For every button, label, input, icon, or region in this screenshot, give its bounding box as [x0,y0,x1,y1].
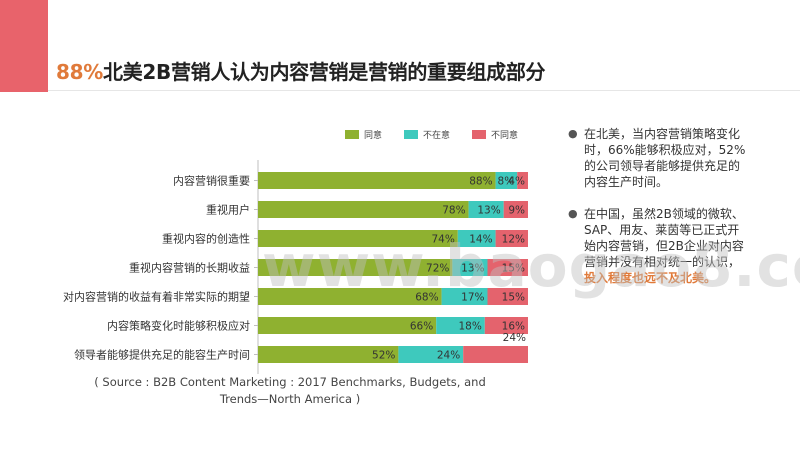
data-label: 14% [469,234,492,246]
bar-neutral [452,259,488,276]
note-emphasis: 投入程度也远不及北美。 [584,271,717,285]
title-highlight: 88% [56,60,103,84]
data-label: 74% [431,234,454,246]
category-label: 重视用户 [206,203,250,217]
bar-disagree [495,230,528,247]
data-label: 16% [502,321,525,333]
legend-item-agree: 同意 [345,128,382,141]
bar-neutral [441,288,488,305]
data-label: 78% [442,205,465,217]
bar-agree [258,288,442,305]
data-label: 24% [503,332,526,344]
bar-neutral [495,172,518,189]
data-label: 12% [502,234,525,246]
legend-label-agree: 同意 [364,131,383,141]
category-label: 内容策略变化时能够积极应对 [107,319,250,333]
legend-label-disagree: 不同意 [491,131,519,141]
stacked-bar-chart: 内容营销很重要 88% 8%4% 重视用户 78% 13% 9% 重视内容的创造性 74% 14%… [63,160,528,374]
chart-legend: 同意 不在意 不同意 [345,128,518,141]
data-label: 24% [437,350,460,362]
data-label: 68% [415,292,438,304]
note-china: ● 在中国，虽然2B领域的微软、SAP、用友、莱茵等已正式开始内容营销，但2B企… [568,206,746,286]
bullet-icon: ● [568,127,578,140]
data-label: 18% [458,321,481,333]
data-label: 17% [461,292,484,304]
source-citation: ( Source : B2B Content Marketing : 2017 … [50,374,530,408]
source-line-2: Trends—North America ) [219,392,361,406]
accent-block [0,0,48,92]
bar-agree [258,317,437,334]
bar-disagree [503,201,528,218]
bar-agree [258,346,399,363]
legend-swatch-neutral [404,130,419,139]
data-label: 4% [508,176,525,188]
notes-panel: ● 在北美，当内容营销策略变化时，66%能够积极应对，52%的公司领导者能够提供… [568,126,746,302]
source-line-1: ( Source : B2B Content Marketing : 2017 … [94,375,486,389]
category-label: 重视内容的创造性 [162,232,250,246]
bar-neutral [436,317,485,334]
data-label: 15% [502,263,525,275]
category-label: 对内容营销的收益有着非常实际的期望 [63,290,250,304]
legend-swatch-disagree [472,130,487,139]
bar-neutral [468,201,504,218]
note-text: 在北美，当内容营销策略变化时，66%能够积极应对，52%的公司领导者能够提供充足… [584,127,746,189]
bar-disagree [463,346,528,363]
bar-neutral [398,346,464,363]
bar-agree [258,230,458,247]
category-label: 重视内容营销的长期收益 [129,261,250,275]
legend-label-neutral: 不在意 [423,131,451,141]
bar-disagree [487,288,528,305]
title-divider [48,90,800,91]
bar-agree [258,259,453,276]
page-title: 88%北美2B营销人认为内容营销是营销的重要组成部分 [56,56,546,85]
bar-disagree [487,259,528,276]
data-label: 66% [410,321,433,333]
data-label: 13% [461,263,484,275]
watermark: www.baogao8.com [262,232,800,300]
data-label: 15% [502,292,525,304]
data-label: 9% [508,205,525,217]
legend-item-disagree: 不同意 [472,128,518,141]
bar-agree [258,172,496,189]
data-label: 13% [477,205,500,217]
bar-disagree [484,317,528,334]
bar-disagree [517,172,528,189]
category-label: 领导者能够提供充足的能容生产时间 [74,348,250,362]
title-text: 北美2B营销人认为内容营销是营销的重要组成部分 [102,60,546,84]
category-label: 内容营销很重要 [173,174,250,188]
data-label: 72% [426,263,449,275]
legend-item-neutral: 不在意 [404,128,450,141]
data-label: 88% [469,176,492,188]
bar-neutral [457,230,496,247]
legend-swatch-agree [345,130,359,139]
data-label: 8% [498,176,515,188]
bullet-icon: ● [568,207,578,220]
note-text: 在中国，虽然2B领域的微软、SAP、用友、莱茵等已正式开始内容营销，但2B企业对… [584,207,744,269]
data-label: 52% [372,350,395,362]
note-north-america: ● 在北美，当内容营销策略变化时，66%能够积极应对，52%的公司领导者能够提供… [568,126,746,190]
bar-agree [258,201,469,218]
